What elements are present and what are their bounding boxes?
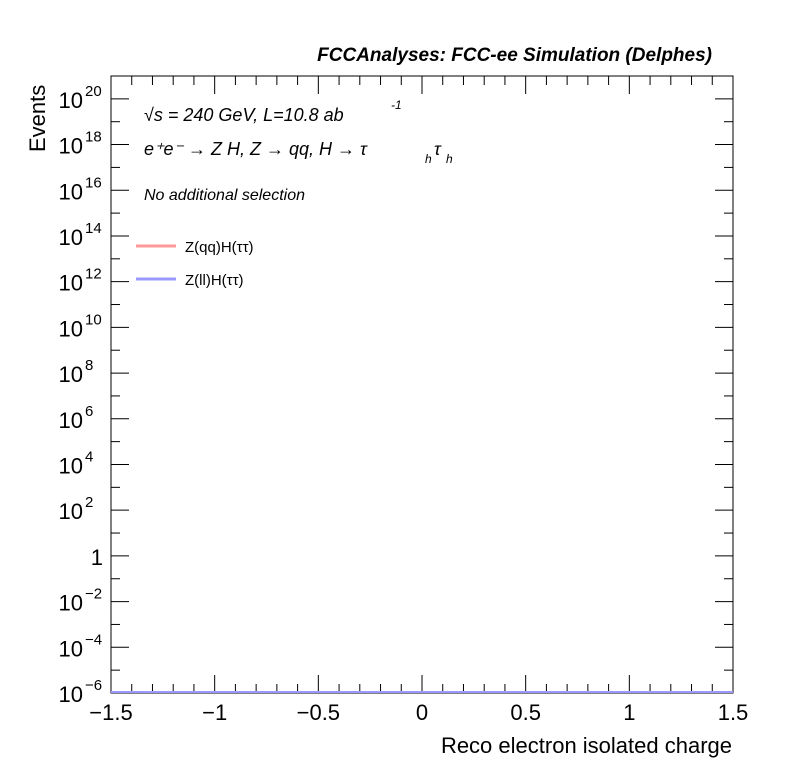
- x-tick-label: −1.5: [89, 700, 132, 725]
- y-tick-label-base: 10: [59, 225, 83, 250]
- y-tick-label-base: 10: [59, 499, 83, 524]
- y-tick-label-exponent: 12: [85, 266, 102, 283]
- y-tick-label: 10 −2: [59, 586, 103, 616]
- y-tick-label: 10 20: [59, 83, 102, 113]
- y-tick-label-exponent: −4: [85, 631, 102, 648]
- y-tick-label-exponent: 2: [85, 494, 93, 511]
- process-text: e⁺e⁻ → Z H, Z → qq, H → τ: [144, 139, 368, 159]
- y-tick-label-base: 10: [59, 453, 83, 478]
- y-tick-label-exponent: 14: [85, 220, 102, 237]
- legend: Z(qq)H(ττ) Z(ll)H(ττ): [136, 239, 254, 289]
- annotation-process: e⁺e⁻ → Z H, Z → qq, H → τ h τ h: [144, 139, 453, 166]
- y-tick-label-base: 10: [59, 316, 83, 341]
- energy-lumi-text: √s = 240 GeV, L=10.8 ab: [144, 105, 344, 125]
- y-tick-label-base: 10: [59, 362, 83, 387]
- legend-label-zll: Z(ll)H(ττ): [185, 272, 244, 289]
- y-tick-label-base: 1: [91, 545, 103, 570]
- process-subscript-1: h: [425, 152, 432, 166]
- y-tick-label-base: 10: [59, 134, 83, 159]
- y-tick-label-base: 10: [59, 179, 83, 204]
- y-axis-title: Events: [25, 85, 50, 152]
- annotation-energy-lumi: √s = 240 GeV, L=10.8 ab -1: [144, 98, 402, 125]
- y-tick-label: 10 10: [59, 311, 102, 341]
- y-tick-label: 10 18: [59, 129, 102, 159]
- y-tick-label-exponent: 8: [85, 357, 93, 374]
- y-tick-label-exponent: 10: [85, 311, 102, 328]
- y-tick-label-exponent: 6: [85, 403, 93, 420]
- y-tick-label-exponent: −2: [85, 586, 102, 603]
- x-axis-tick-labels: −1.5 −1 −0.5 0 0.5 1 1.5: [89, 700, 748, 725]
- y-tick-label-base: 10: [59, 682, 83, 707]
- x-axis-title: Reco electron isolated charge: [441, 733, 732, 758]
- process-subscript-2: h: [446, 152, 453, 166]
- y-tick-label-exponent: 16: [85, 174, 102, 191]
- x-tick-label: 1: [623, 700, 635, 725]
- y-tick-label: 1: [91, 545, 103, 570]
- x-axis-ticks: [110, 76, 734, 693]
- y-tick-label: 10 6: [59, 403, 94, 433]
- legend-entry-zqq: Z(qq)H(ττ): [136, 239, 254, 256]
- y-axis-ticks: [111, 75, 733, 694]
- y-tick-label-exponent: 18: [85, 129, 102, 146]
- y-tick-label: 10 12: [59, 266, 102, 296]
- chart-title: FCCAnalyses: FCC-ee Simulation (Delphes): [317, 45, 712, 66]
- y-tick-label: 10 −4: [59, 631, 103, 661]
- y-tick-label-exponent: 20: [85, 83, 102, 100]
- y-tick-label-exponent: −6: [85, 677, 102, 694]
- y-tick-label-exponent: 4: [85, 448, 93, 465]
- x-tick-label: 1.5: [718, 700, 749, 725]
- process-tau-2: τ: [434, 139, 442, 159]
- legend-entry-zll: Z(ll)H(ττ): [136, 272, 244, 289]
- x-tick-label: −0.5: [297, 700, 340, 725]
- x-tick-label: 0.5: [510, 700, 541, 725]
- y-tick-label-base: 10: [59, 88, 83, 113]
- x-tick-label: −1: [202, 700, 227, 725]
- y-tick-label-base: 10: [59, 408, 83, 433]
- y-tick-label: 10 4: [59, 448, 94, 478]
- y-tick-label-base: 10: [59, 591, 83, 616]
- y-tick-label: 10 16: [59, 174, 102, 204]
- y-tick-label: 10 14: [59, 220, 102, 250]
- y-tick-label-base: 10: [59, 271, 83, 296]
- y-tick-label-base: 10: [59, 636, 83, 661]
- x-tick-label: 0: [416, 700, 428, 725]
- legend-label-zqq: Z(qq)H(ττ): [185, 239, 254, 256]
- y-tick-label: 10 2: [59, 494, 94, 524]
- selection-text: No additional selection: [144, 187, 305, 204]
- y-tick-label: 10 8: [59, 357, 94, 387]
- lumi-exponent: -1: [391, 98, 402, 112]
- y-tick-label: 10 −6: [59, 677, 103, 707]
